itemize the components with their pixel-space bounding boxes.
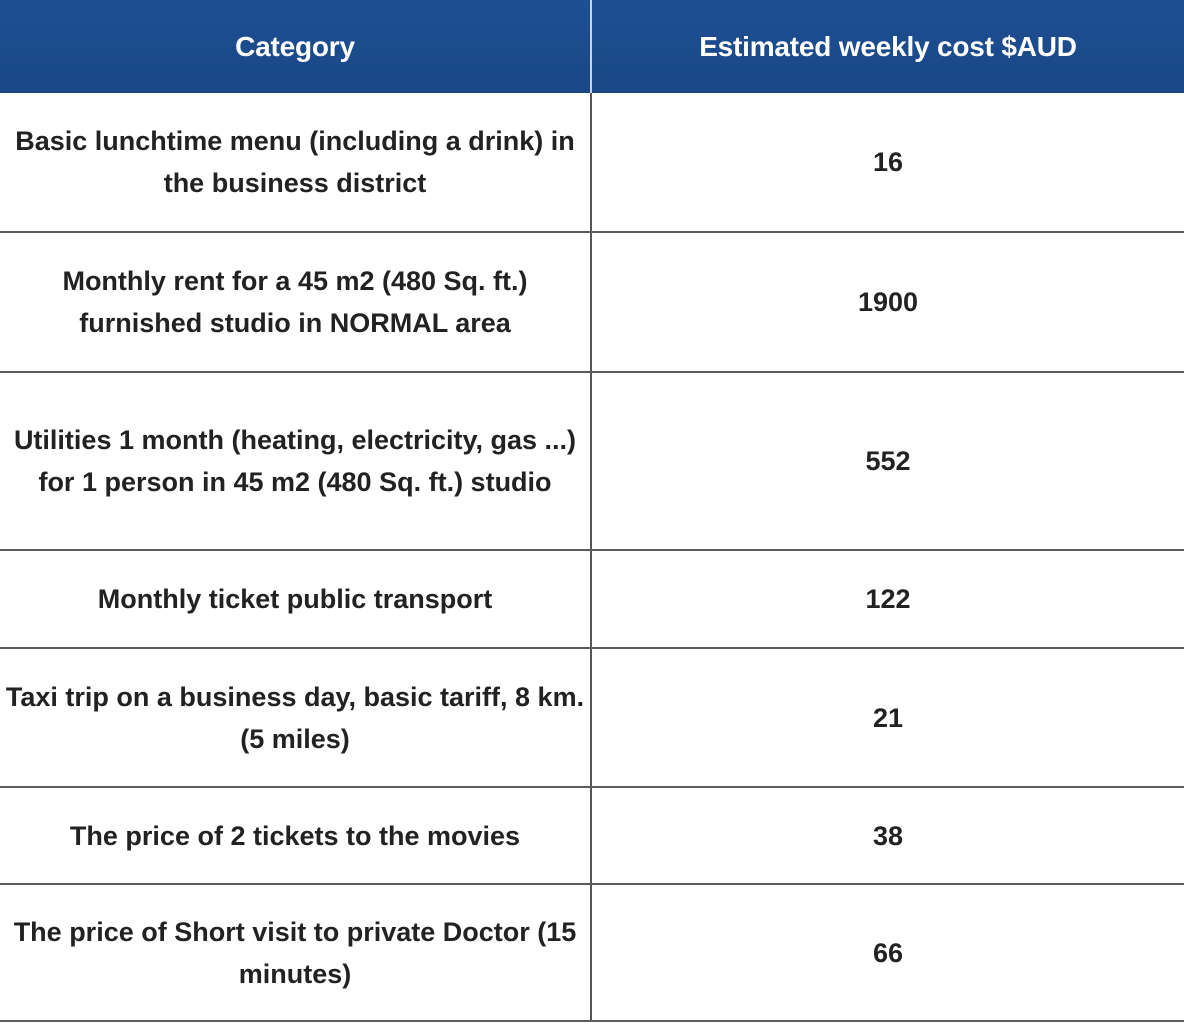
table-row: Utilities 1 month (heating, electricity,… [0, 373, 1184, 551]
table-row: Monthly ticket public transport 122 [0, 551, 1184, 649]
cost-cell: 38 [590, 788, 1184, 883]
cost-cell: 552 [590, 373, 1184, 549]
category-text: Taxi trip on a business day, basic tarif… [5, 681, 585, 754]
category-cell: The price of Short visit to private Doct… [0, 885, 590, 1020]
category-cell: Taxi trip on a business day, basic tarif… [0, 649, 590, 786]
cost-cell: 21 [590, 649, 1184, 786]
category-text: Basic lunchtime menu (including a drink)… [15, 126, 575, 198]
category-cell: Monthly rent for a 45 m2 (480 Sq. ft.) f… [0, 233, 590, 371]
table-row: Basic lunchtime menu (including a drink)… [0, 93, 1184, 233]
cost-cell: 16 [590, 93, 1184, 231]
category-text: The price of Short visit to private Doct… [13, 916, 577, 989]
table-row: Taxi trip on a business day, basic tarif… [0, 649, 1184, 788]
table-row: The price of 2 tickets to the movies 38 [0, 788, 1184, 885]
category-text: The price of 2 tickets to the movies [69, 820, 521, 851]
cost-cell: 122 [590, 551, 1184, 647]
category-text: Monthly rent for a 45 m2 (480 Sq. ft.) f… [62, 266, 528, 338]
category-text: Utilities 1 month (heating, electricity,… [13, 425, 577, 497]
table-header-row: Category Estimated weekly cost $AUD [0, 0, 1184, 93]
category-cell: Monthly ticket public transport [0, 551, 590, 647]
table-row: The price of Short visit to private Doct… [0, 885, 1184, 1022]
cost-cell: 1900 [590, 233, 1184, 371]
category-cell: Utilities 1 month (heating, electricity,… [0, 373, 590, 549]
category-cell: Basic lunchtime menu (including a drink)… [0, 93, 590, 231]
header-category: Category [235, 30, 355, 62]
cost-cell: 66 [590, 885, 1184, 1020]
category-text: Monthly ticket public transport [97, 584, 493, 614]
header-estimated-weekly-cost: Estimated weekly cost $AUD [590, 0, 1184, 93]
category-cell: The price of 2 tickets to the movies [0, 788, 590, 883]
table-row: Monthly rent for a 45 m2 (480 Sq. ft.) f… [0, 233, 1184, 373]
